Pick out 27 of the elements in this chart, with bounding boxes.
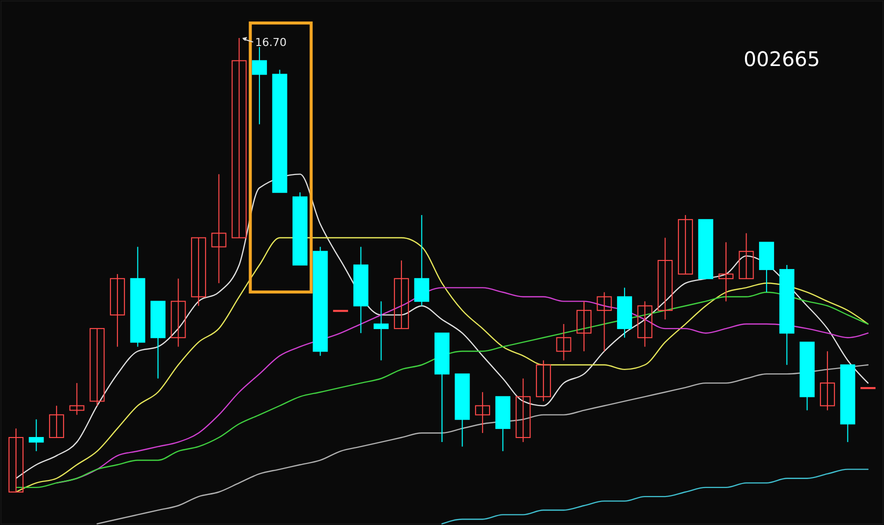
candlestick	[8, 428, 24, 492]
text: 002665	[744, 47, 820, 71]
candlestick	[718, 242, 734, 302]
candlestick	[556, 324, 572, 361]
candlestick	[516, 378, 531, 443]
candlestick	[110, 274, 125, 348]
candlestick	[820, 350, 835, 411]
candlestick	[658, 237, 673, 320]
annotation: 16.70	[255, 36, 287, 49]
candlestick	[170, 278, 186, 348]
candlestick	[576, 300, 592, 352]
candlestick	[191, 237, 206, 306]
candlestick	[394, 260, 409, 330]
candlestick	[738, 232, 754, 280]
candlestick	[90, 328, 105, 406]
candlestick	[69, 382, 84, 416]
candlestick	[475, 392, 490, 434]
candlestick	[536, 360, 551, 402]
candlestick	[28, 418, 44, 452]
candlestick	[414, 214, 430, 306]
candlestick	[49, 405, 64, 438]
candlestick	[637, 300, 652, 348]
candlestick	[596, 292, 612, 352]
candlestick	[211, 174, 226, 284]
candlestick	[678, 214, 693, 275]
candlestick	[374, 300, 389, 361]
candlestick	[252, 46, 267, 125]
